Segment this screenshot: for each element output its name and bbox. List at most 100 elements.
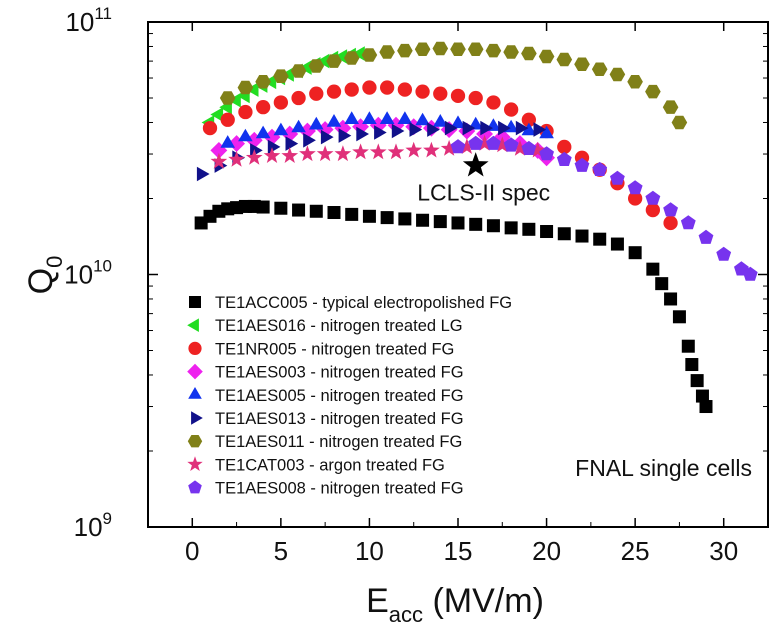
legend-marker [191,411,203,425]
data-point [486,219,500,233]
data-point [303,133,316,148]
data-point [285,136,299,151]
legend-label: TE1AES003 - nitrogen treated FG [215,364,464,382]
data-point [539,146,554,161]
data-point [379,80,395,95]
data-point [228,150,245,167]
data-point [511,139,529,156]
data-point [391,123,405,139]
data-point [397,82,413,97]
data-point [344,82,359,97]
legend-entry: TE1AES016 - nitrogen treated LG [187,317,463,335]
y-axis-label: Q0 [22,256,67,295]
lcls-spec-label: LCLS-II spec [417,180,550,206]
data-point [238,128,253,142]
data-point [427,122,440,137]
series-1 [194,199,713,414]
data-point [610,237,624,251]
data-point [627,75,643,89]
data-point [557,139,572,155]
data-point [299,60,312,75]
data-point [361,48,378,62]
data-point [504,221,518,235]
data-point [462,120,476,136]
plot-area [194,41,758,414]
x-tick-label: 25 [621,536,650,566]
legend-marker [187,363,203,380]
data-point [299,145,316,162]
data-point [273,122,289,136]
data-point [451,216,465,230]
data-point [309,86,324,101]
annotations: LCLS-II spec FNAL single cells [417,152,752,481]
data-point [320,129,334,145]
data-point [493,136,511,153]
data-point [220,135,235,148]
data-point [405,141,423,158]
data-point [379,45,395,59]
legend-marker [188,387,202,399]
lcls-spec-star [462,152,489,177]
data-point [255,100,271,115]
data-point [628,246,642,260]
data-point [274,201,288,215]
data-point [380,211,394,225]
data-point [575,229,589,243]
data-point [444,120,458,136]
legend-label: TE1AES008 - nitrogen treated FG [215,480,464,498]
data-point [645,84,661,99]
data-point [291,119,306,133]
data-point [362,111,377,124]
data-point [432,41,449,56]
data-point [255,75,271,89]
data-point [685,358,699,372]
data-point [362,209,376,223]
data-point [680,215,696,230]
data-point [352,143,369,160]
legend-marker [187,456,203,471]
data-point [423,141,440,158]
data-point [309,116,324,130]
data-point [433,114,448,127]
x-tick-label: 30 [709,536,738,566]
data-point [228,92,241,108]
data-point [469,217,483,231]
data-point [540,225,554,239]
data-point [480,120,493,136]
data-point [742,266,758,281]
data-point [556,52,573,67]
data-point [369,143,387,160]
data-point [202,120,218,136]
data-point [210,152,228,169]
data-point [338,128,352,143]
data-point [522,222,536,236]
x-axis-label: Eacc (MV/m) [366,582,544,627]
legend-marker [188,480,202,494]
data-point [433,215,447,229]
x-tick-label: 0 [185,536,199,566]
data-point [529,141,547,158]
legend-entry: TE1AES013 - nitrogen treated FG [191,410,464,428]
legend-entry: TE1NR005 - nitrogen treated FG [188,340,454,358]
data-point [397,111,413,124]
data-point [245,149,263,165]
legend-label: TE1ACC005 - typical electropolished FG [215,294,512,312]
data-point [334,49,348,64]
data-point [521,122,537,136]
data-point [433,86,448,101]
legend-marker [187,435,203,448]
fnal-label: FNAL single cells [575,455,752,481]
legend-entry: TE1CAT003 - argon treated FG [187,456,445,474]
data-point [255,125,271,139]
data-point [485,43,502,58]
data-point [414,42,431,56]
data-point [219,91,236,105]
data-point [334,145,352,162]
data-point [645,202,661,218]
data-point [468,135,484,150]
legend-label: TE1CAT003 - argon treated FG [215,456,445,474]
data-point [344,111,359,124]
data-point [387,143,405,160]
data-point [662,100,679,114]
